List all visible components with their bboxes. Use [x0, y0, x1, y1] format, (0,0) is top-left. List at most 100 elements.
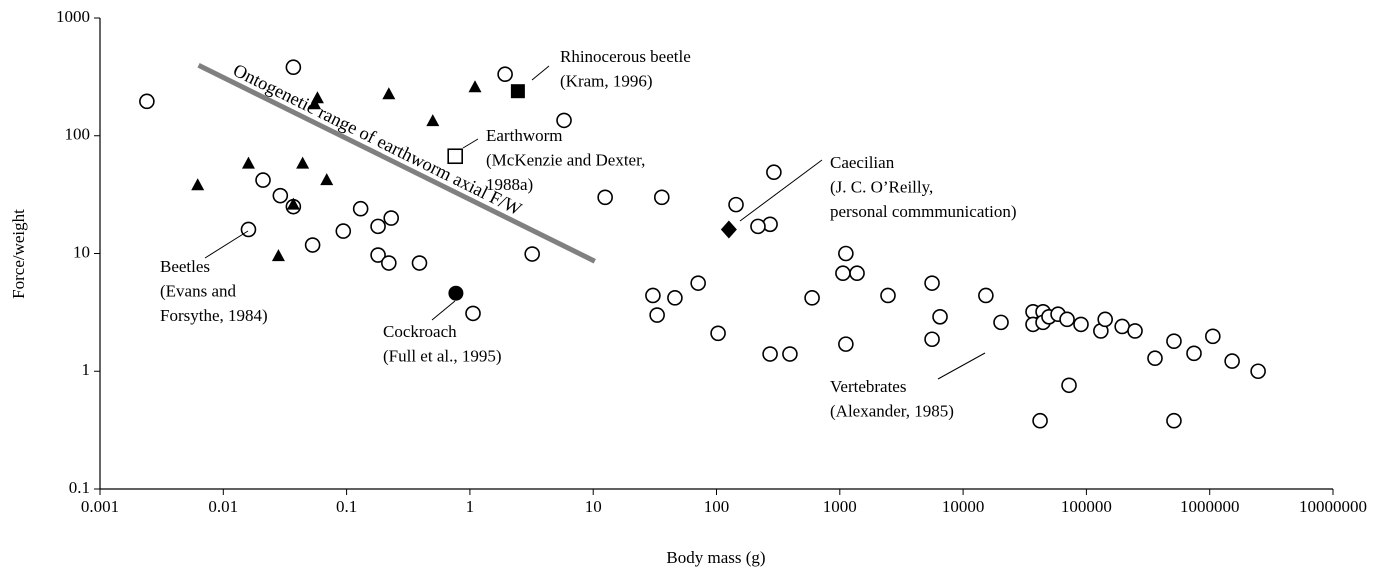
- point: [835, 265, 851, 282]
- point: [241, 156, 255, 169]
- point: [932, 309, 948, 325]
- x-tick-label: 10000: [942, 497, 985, 516]
- point: [352, 200, 369, 217]
- y-axis-label: Force/weight: [9, 209, 28, 299]
- point: [1032, 412, 1048, 429]
- point: [1127, 323, 1143, 339]
- point: [447, 148, 464, 165]
- annotation: Rhinocerous beetle: [560, 47, 691, 66]
- x-tick-label: 0.01: [208, 497, 238, 516]
- annotation: Beetles: [160, 257, 210, 276]
- point: [649, 307, 665, 323]
- y-tick-label: 1: [82, 360, 91, 379]
- annotation: (Kram, 1996): [560, 71, 653, 90]
- point: [838, 245, 854, 262]
- leader-line: [204, 230, 249, 259]
- annotation: (Alexander, 1985): [830, 401, 954, 420]
- range-line: [197, 63, 596, 264]
- point: [597, 189, 613, 206]
- point: [556, 112, 572, 129]
- point: [645, 287, 661, 304]
- point: [1114, 318, 1130, 335]
- point: [750, 218, 766, 235]
- point: [1073, 316, 1089, 333]
- point: [383, 210, 400, 226]
- annotation: Earthworm: [486, 126, 562, 145]
- x-tick-label: 0.1: [336, 497, 357, 516]
- y-tick-label: 100: [65, 125, 91, 144]
- x-tick-label: 100000: [1061, 497, 1112, 516]
- point: [762, 346, 778, 362]
- point: [296, 156, 310, 169]
- leader-line: [431, 300, 456, 321]
- point: [271, 249, 285, 262]
- leader-line: [937, 352, 986, 380]
- y-tick-label: 10: [73, 242, 90, 261]
- x-tick-label: 1: [466, 497, 475, 516]
- point: [838, 336, 854, 352]
- point: [308, 97, 322, 110]
- point: [524, 246, 540, 262]
- point: [335, 223, 352, 239]
- annotation: (Full et al., 1995): [383, 346, 502, 365]
- point: [286, 197, 300, 210]
- point: [382, 87, 396, 100]
- point: [370, 247, 386, 263]
- point: [924, 331, 940, 348]
- leader-line: [462, 138, 479, 149]
- point: [1097, 311, 1113, 328]
- point: [1224, 353, 1240, 369]
- point: [139, 93, 155, 110]
- point: [497, 66, 513, 83]
- point: [880, 287, 896, 304]
- point: [710, 325, 726, 342]
- point: [255, 172, 271, 188]
- point: [1250, 363, 1266, 380]
- x-tick-label: 100: [704, 497, 730, 516]
- point: [1166, 412, 1182, 429]
- point: [272, 187, 289, 204]
- point: [766, 164, 782, 181]
- point: [465, 305, 481, 322]
- x-axis-label: Body mass (g): [666, 548, 765, 567]
- point: [411, 255, 428, 271]
- y-tick-label: 1000: [56, 7, 90, 26]
- x-tick-label: 1000: [823, 497, 857, 516]
- point: [690, 275, 706, 291]
- point: [849, 265, 865, 282]
- point: [1059, 311, 1075, 328]
- annotation: Vertebrates: [830, 377, 906, 396]
- annotation: Cockroach: [383, 322, 457, 341]
- x-tick-label: 10: [585, 497, 602, 516]
- point: [667, 290, 683, 306]
- point: [728, 196, 744, 213]
- point: [804, 290, 820, 306]
- point: [426, 114, 440, 127]
- annotation: (McKenzie and Dexter,: [486, 150, 645, 169]
- annotation: Forsythe, 1984): [160, 306, 268, 325]
- point: [924, 275, 940, 291]
- point: [1166, 333, 1182, 349]
- x-tick-label: 1000000: [1180, 497, 1240, 516]
- point: [993, 314, 1009, 331]
- point: [510, 84, 525, 99]
- point: [448, 285, 464, 301]
- point: [320, 173, 334, 186]
- annotation: (J. C. O’Reilly,: [830, 177, 933, 196]
- x-tick-label: 0.001: [81, 497, 119, 516]
- point: [285, 59, 302, 76]
- point: [1186, 345, 1202, 362]
- annotation: (Evans and: [160, 281, 237, 300]
- leader-line: [531, 65, 550, 81]
- point: [304, 237, 321, 253]
- point: [191, 178, 205, 191]
- point: [370, 218, 386, 235]
- y-tick-label: 0.1: [69, 478, 90, 497]
- annotation: 1988a): [486, 175, 533, 194]
- point: [653, 189, 670, 206]
- point: [1205, 328, 1221, 345]
- annotation: Caecilian: [830, 153, 895, 172]
- point: [720, 220, 737, 239]
- point: [381, 255, 397, 271]
